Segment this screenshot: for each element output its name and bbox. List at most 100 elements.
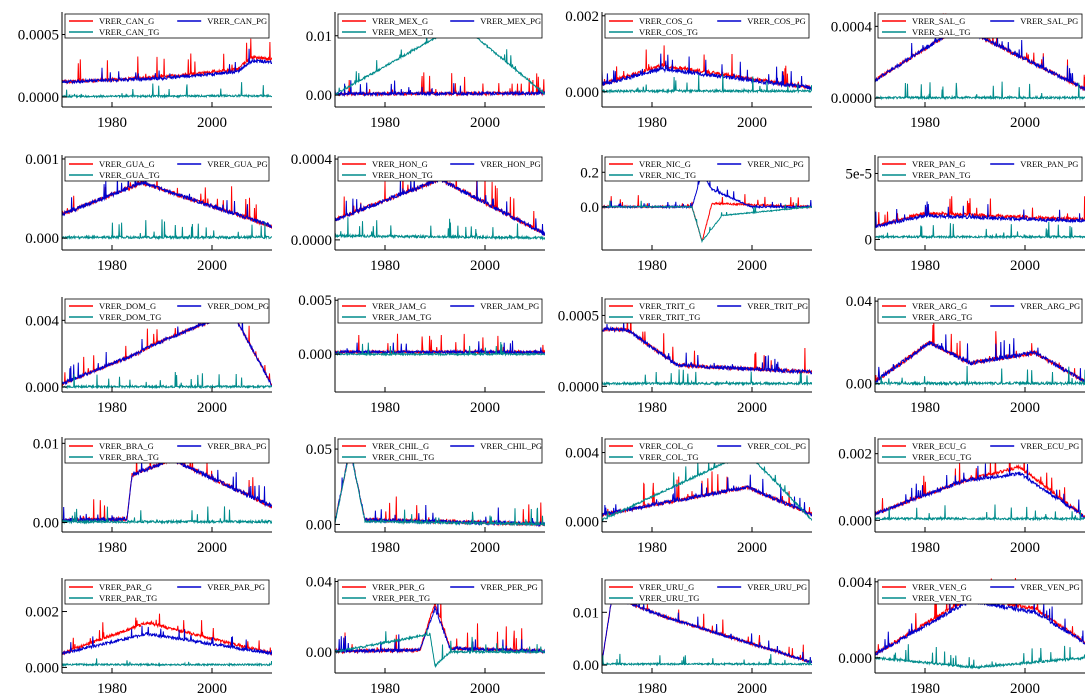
series-line-vrer-pan-pg (875, 201, 1085, 229)
legend-label: VRER_DOM_TG (99, 312, 161, 322)
legend-label: VRER_COL_PG (747, 441, 806, 451)
x-tick-label: 2000 (470, 540, 500, 556)
panel-ecu: 0.002 0.000 1980 2000 VRER_ECU_G VRER_ECU_PG V… (838, 437, 1085, 556)
y-tick-label: 0.04 (306, 575, 333, 591)
series-line-vrer-col-pg (602, 474, 812, 518)
legend-label: VRER_VEN_TG (912, 593, 972, 603)
x-tick-label: 1980 (637, 681, 667, 697)
legend-label: VRER_MEX_PG (480, 16, 541, 26)
y-tick-label: 0.000 (25, 660, 59, 676)
x-tick-label: 2000 (1010, 258, 1040, 274)
legend-label: VRER_COS_TG (639, 27, 698, 37)
x-tick-label: 1980 (637, 400, 667, 416)
legend-label: VRER_VEN_G (912, 582, 967, 592)
y-tick-label: 0.000 (838, 513, 872, 529)
y-tick-label: 0 (865, 232, 873, 248)
series-line-vrer-uru-pg (602, 591, 812, 665)
x-tick-label: 1980 (370, 681, 400, 697)
x-tick-label: 2000 (737, 681, 767, 697)
legend-box (877, 298, 1083, 324)
panel-bra: 0.01 0.00 1980 2000 VRER_BRA_G VRER_BRA_PG VRE… (33, 436, 272, 556)
x-tick-label: 2000 (1010, 115, 1040, 131)
series-line-vrer-can-pg (62, 48, 272, 85)
legend-label: VRER_NIC_PG (747, 159, 804, 169)
y-tick-label: 0.05 (306, 442, 332, 458)
series-line-vrer-cos-pg (602, 53, 812, 91)
series-line-vrer-jam-tg (335, 341, 545, 357)
series-line-vrer-nic-g (602, 194, 812, 242)
legend-box (337, 156, 543, 182)
series-line-vrer-dom-tg (62, 371, 272, 390)
legend-box (337, 298, 543, 324)
y-tick-label: 0.001 (25, 152, 59, 168)
x-tick-label: 1980 (97, 258, 127, 274)
y-tick-label: 0.0004 (291, 152, 333, 168)
panel-dom: 0.004 0.000 1980 2000 VRER_DOM_G VRER_DOM_PG V… (25, 297, 272, 416)
y-tick-label: 0.004 (838, 575, 872, 591)
series-line-vrer-ecu-tg (875, 504, 1085, 522)
x-tick-label: 2000 (197, 540, 227, 556)
x-tick-label: 1980 (97, 681, 127, 697)
legend-label: VRER_COL_TG (639, 452, 699, 462)
series-line-vrer-can-tg (62, 82, 272, 99)
series-line-vrer-col-tg (602, 449, 812, 522)
legend-label: VRER_PER_PG (480, 582, 538, 592)
series-line-vrer-uru-tg (602, 653, 812, 667)
series-line-vrer-arg-pg (875, 334, 1085, 384)
legend-box (604, 13, 810, 39)
panel-pan: 5e-5 0 1980 2000 VRER_PAN_G VRER_PAN_PG VRER_P… (845, 155, 1085, 274)
y-tick-label: 0.04 (846, 294, 873, 310)
legend-box (604, 438, 810, 464)
legend-label: VRER_URU_PG (747, 582, 807, 592)
series-line-vrer-ven-tg (875, 644, 1085, 670)
panel-can: 0.0005 0.0000 1980 2000 VRER_CAN_G VRER_CAN_P… (18, 12, 272, 131)
legend-label: VRER_PAN_PG (1020, 159, 1078, 169)
y-tick-label: 0.005 (298, 293, 332, 309)
legend-label: VRER_CHIL_TG (372, 452, 434, 462)
legend-label: VRER_NIC_TG (639, 170, 696, 180)
x-tick-label: 1980 (97, 540, 127, 556)
x-tick-label: 2000 (197, 258, 227, 274)
y-tick-label: 0.000 (25, 231, 59, 247)
series-line-vrer-pan-tg (875, 221, 1085, 240)
legend-box (877, 156, 1083, 182)
y-tick-label: 0.0000 (831, 91, 872, 107)
x-tick-label: 1980 (370, 258, 400, 274)
x-tick-label: 2000 (470, 115, 500, 131)
legend-label: VRER_GUA_PG (207, 159, 267, 169)
legend-label: VRER_URU_G (639, 582, 694, 592)
y-tick-label: 0.000 (298, 347, 332, 363)
legend-label: VRER_PER_G (372, 582, 425, 592)
x-tick-label: 2000 (470, 400, 500, 416)
x-tick-label: 2000 (737, 400, 767, 416)
legend-label: VRER_URU_TG (639, 593, 699, 603)
panel-par: 0.002 0.000 1980 2000 VRER_PAR_G VRER_PAR_PG V… (25, 578, 272, 697)
y-tick-label: 0.0 (580, 200, 599, 216)
series-line-vrer-jam-pg (335, 340, 545, 356)
y-tick-label: 0.002 (25, 605, 59, 621)
x-tick-label: 2000 (470, 681, 500, 697)
legend-label: VRER_CHIL_G (372, 441, 429, 451)
legend-label: VRER_PAR_TG (99, 593, 157, 603)
legend-label: VRER_CAN_G (99, 16, 154, 26)
legend-label: VRER_BRA_TG (99, 452, 159, 462)
x-tick-label: 1980 (97, 400, 127, 416)
x-tick-label: 1980 (910, 258, 940, 274)
series-line-vrer-trit-tg (602, 369, 812, 387)
y-tick-label: 0.000 (838, 651, 872, 667)
x-tick-label: 2000 (737, 258, 767, 274)
y-tick-label: 0.2 (580, 165, 599, 181)
y-tick-label: 0.0000 (558, 379, 599, 395)
legend-label: VRER_JAM_PG (480, 301, 539, 311)
x-tick-label: 1980 (370, 115, 400, 131)
legend-box (337, 13, 543, 39)
legend-box (604, 579, 810, 605)
legend-box (64, 579, 270, 605)
x-tick-label: 2000 (737, 115, 767, 131)
x-tick-label: 2000 (197, 115, 227, 131)
legend-box (877, 579, 1083, 605)
legend-label: VRER_ARG_G (912, 301, 967, 311)
y-tick-label: 0.00 (573, 658, 599, 674)
y-tick-label: 0.01 (573, 605, 599, 621)
series-line-vrer-chil-tg (335, 448, 545, 527)
